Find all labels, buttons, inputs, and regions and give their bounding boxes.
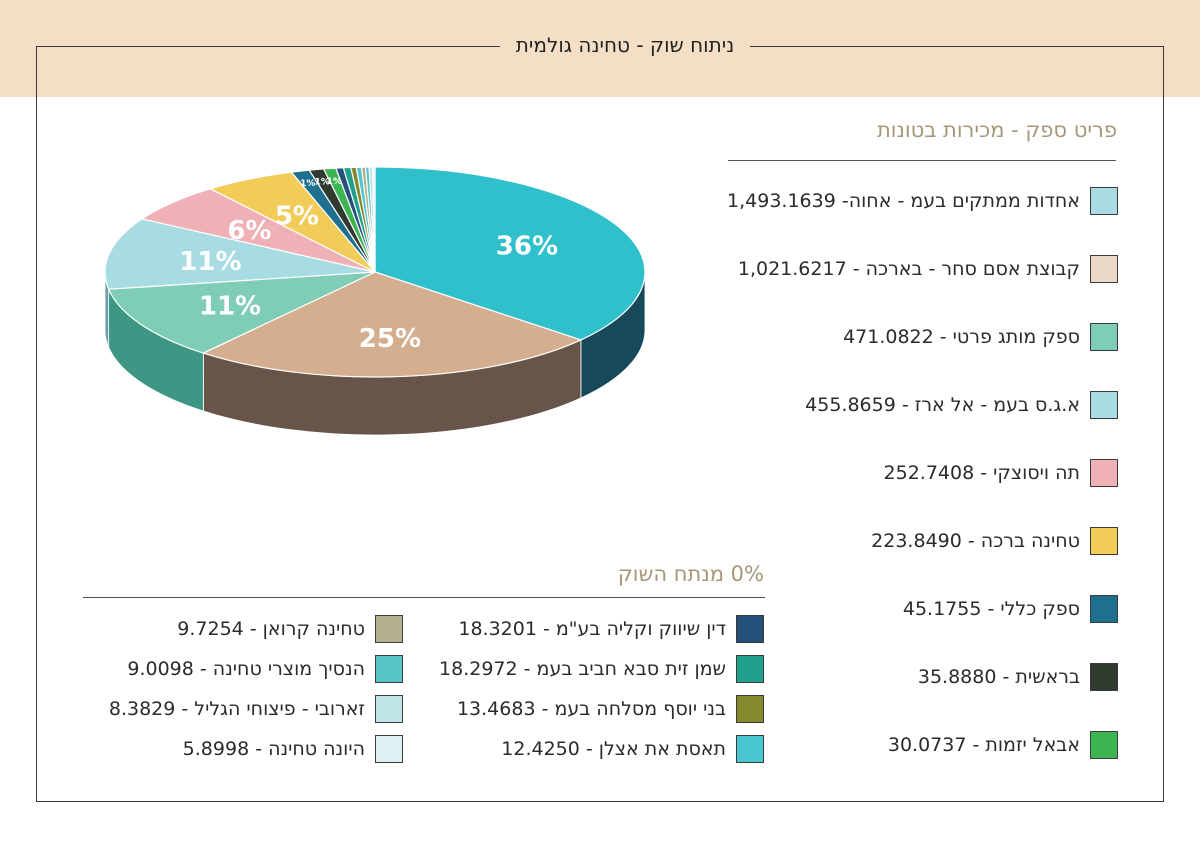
legend-swatch — [375, 695, 403, 723]
legend-label: אחדות ממתקים בעמ - אחוה- 1,493.1639 — [727, 190, 1080, 212]
pie-slice-label: 1% — [300, 179, 315, 189]
legend-swatch — [1090, 459, 1118, 487]
pie-chart: 36% 25% 11% 11% 6% 5% 1% 1% 1% — [95, 150, 655, 480]
small-legend-divider — [83, 597, 765, 598]
pie-slice — [374, 166, 646, 341]
legend-label: שמן זית סבא חביב בעמ - 18.2972 — [439, 658, 726, 680]
legend-label: קבוצת אסם סחר - בארכה - 1,021.6217 — [737, 258, 1080, 280]
pie-labels: 36%25%11%11%6% 5%1% 1%1% — [179, 177, 558, 354]
legend-item: אבאל יזמות - 30.0737 — [888, 731, 1118, 759]
legend-label: הנסיך מוצרי טחינה - 9.0098 — [127, 658, 365, 680]
legend-item: ספק כללי - 45.1755 — [903, 595, 1118, 623]
pie-slice — [107, 271, 376, 354]
small-legend-item: שמן זית סבא חביב בעמ - 18.2972 — [439, 655, 764, 683]
legend-swatch — [1090, 391, 1118, 419]
small-legend-item: בני יוסף מסלחה בעמ - 13.4683 — [457, 695, 764, 723]
legend-label: היונה טחינה - 5.8998 — [182, 738, 365, 760]
legend-item: א.ג.ס בעמ - אל ארז - 455.8659 — [805, 391, 1118, 419]
legend-label: דין שיווק וקליה בע"מ - 18.3201 — [458, 618, 726, 640]
legend-item: טחינה ברכה - 223.8490 — [871, 527, 1118, 555]
pie-slice-label: 11% — [199, 292, 261, 322]
legend-label: טחינה קרואן - 9.7254 — [177, 618, 365, 640]
page-title: ניתוח שוק - טחינה גולמית — [500, 28, 750, 62]
pie-slice — [201, 271, 583, 378]
legend-swatch — [736, 735, 764, 763]
pie-slice-label: 1% — [315, 178, 330, 188]
pie-slice-label: 11% — [179, 247, 241, 277]
legend-swatch — [736, 695, 764, 723]
legend-swatch — [1090, 663, 1118, 691]
legend-swatch — [1090, 731, 1118, 759]
legend-label: תה ויסוצקי - 252.7408 — [883, 462, 1080, 484]
legend-label: תאסת את אצלן - 12.4250 — [501, 738, 726, 760]
small-legend-item: תאסת את אצלן - 12.4250 — [501, 735, 764, 763]
pie-slice — [104, 218, 376, 290]
legend-item: תה ויסוצקי - 252.7408 — [884, 459, 1118, 487]
legend-swatch — [375, 655, 403, 683]
legend-label: בני יוסף מסלחה בעמ - 13.4683 — [456, 698, 726, 720]
pie-slice-label: 6% — [227, 216, 271, 246]
main-legend-title: פריט ספק - מכירות בטונות — [876, 118, 1117, 142]
legend-item: בראשית - 35.8880 — [918, 663, 1118, 691]
pie-chart-svg: 36%25%11%11%6% 5%1% 1%1% — [104, 166, 646, 436]
main-legend-divider — [728, 160, 1116, 161]
pie-slice — [371, 166, 376, 273]
small-legend-item: דין שיווק וקליה בע"מ - 18.3201 — [458, 615, 764, 643]
small-legend-title: 0% מנתח השוק — [617, 562, 764, 586]
legend-swatch — [736, 655, 764, 683]
legend-label: זארובי - פיצוחי הגליל - 8.3829 — [108, 698, 365, 720]
legend-swatch — [375, 615, 403, 643]
legend-swatch — [375, 735, 403, 763]
legend-label: ספק מותג פרטי - 471.0822 — [843, 326, 1080, 348]
legend-label: א.ג.ס בעמ - אל ארז - 455.8659 — [805, 394, 1080, 416]
small-legend-item: טחינה קרואן - 9.7254 — [177, 615, 403, 643]
pie-top — [104, 166, 646, 378]
pie-slice-label: 1% — [327, 177, 342, 187]
legend-swatch — [1090, 255, 1118, 283]
legend-label: טחינה ברכה - 223.8490 — [871, 530, 1080, 552]
pie-slice-label: 36% — [496, 232, 558, 262]
pie-slice-label: 25% — [359, 324, 421, 354]
legend-swatch — [1090, 323, 1118, 351]
pie-slice-label: 5% — [275, 201, 319, 231]
small-legend-item: הנסיך מוצרי טחינה - 9.0098 — [127, 655, 403, 683]
legend-item: ספק מותג פרטי - 471.0822 — [843, 323, 1118, 351]
small-legend-item: היונה טחינה - 5.8998 — [183, 735, 403, 763]
legend-swatch — [1090, 187, 1118, 215]
legend-label: אבאל יזמות - 30.0737 — [887, 734, 1080, 756]
legend-swatch — [736, 615, 764, 643]
legend-label: בראשית - 35.8880 — [917, 666, 1080, 688]
legend-item: אחדות ממתקים בעמ - אחוה- 1,493.1639 — [727, 187, 1118, 215]
legend-swatch — [1090, 527, 1118, 555]
small-legend-item: זארובי - פיצוחי הגליל - 8.3829 — [109, 695, 403, 723]
legend-swatch — [1090, 595, 1118, 623]
legend-item: קבוצת אסם סחר - בארכה - 1,021.6217 — [738, 255, 1118, 283]
legend-label: ספק כללי - 45.1755 — [902, 598, 1080, 620]
